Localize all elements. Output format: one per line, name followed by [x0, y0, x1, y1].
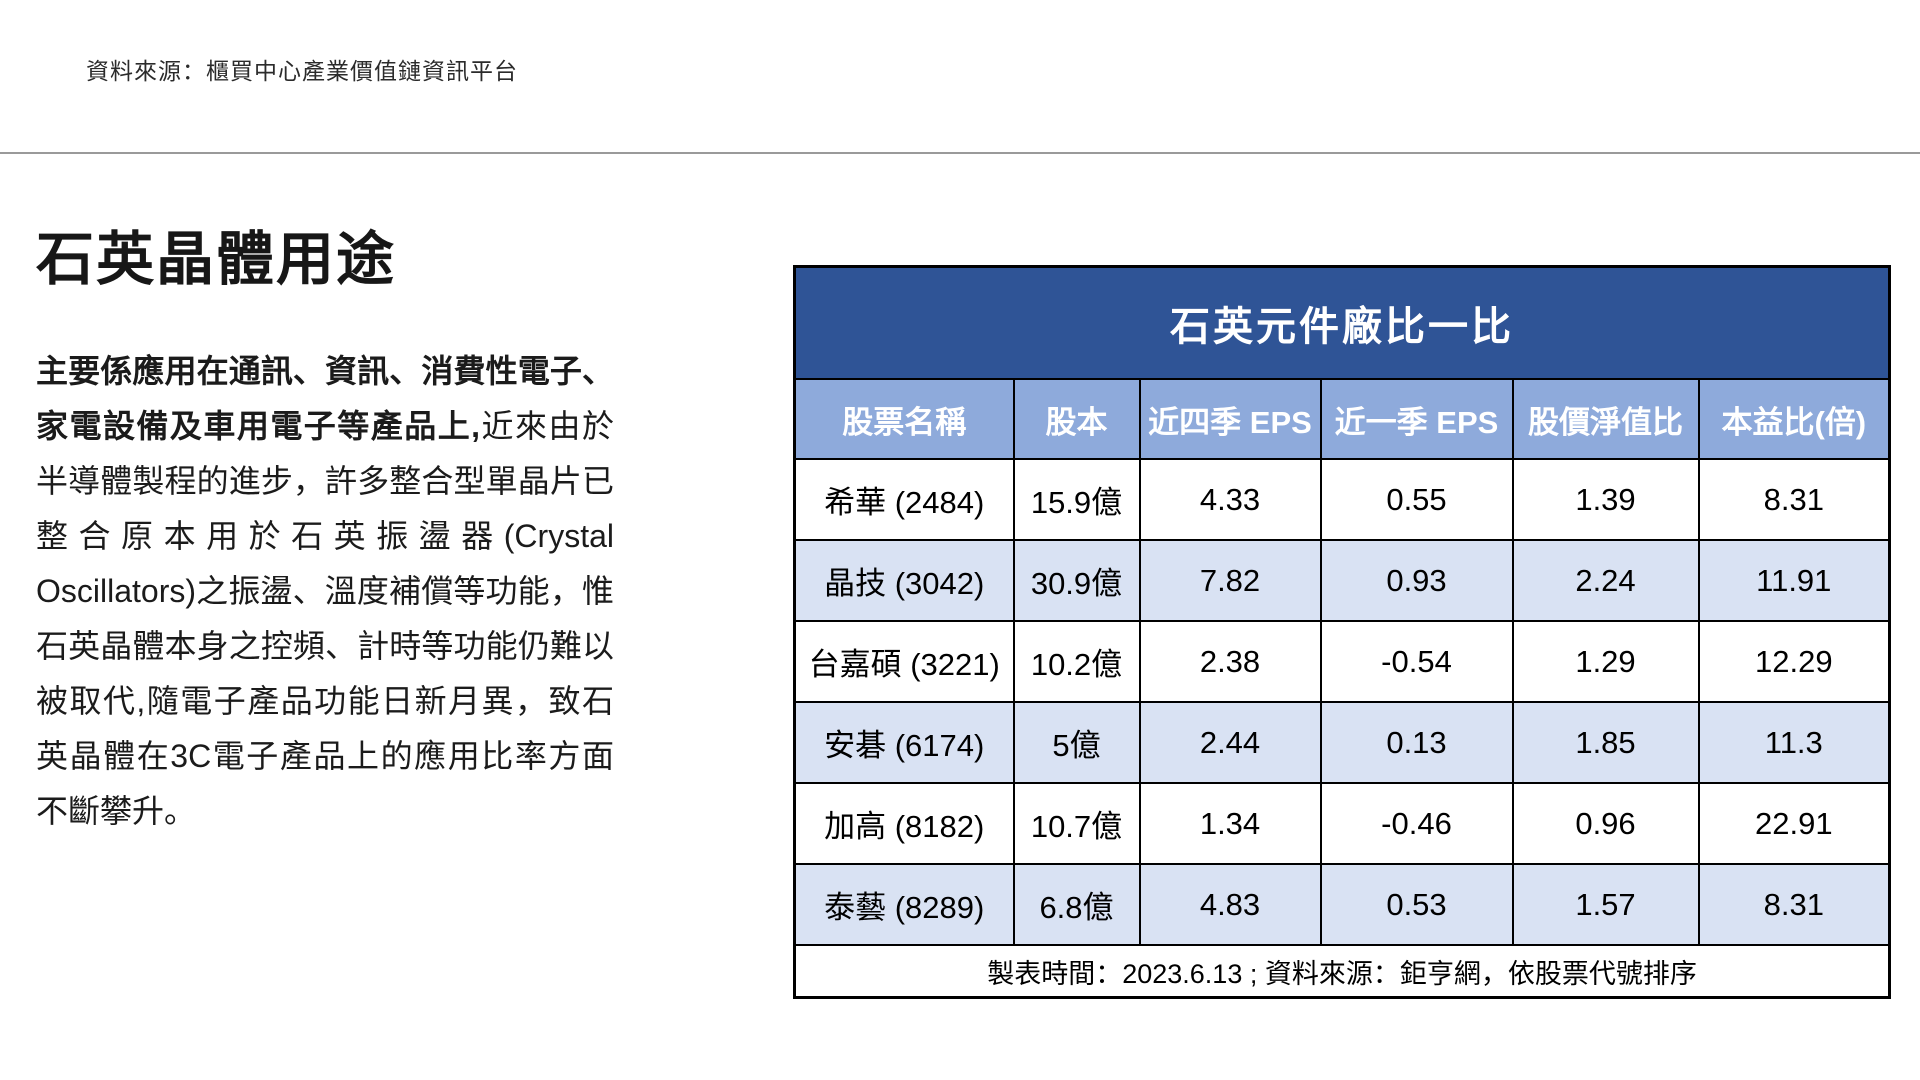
- table-cell-pe-ratio: 8.31: [1697, 863, 1891, 946]
- table-cell-pb-ratio: 1.29: [1511, 620, 1700, 703]
- table-cell-stock-name: 台嘉碩 (3221): [793, 620, 1015, 703]
- table-cell-pb-ratio: 1.85: [1511, 701, 1700, 784]
- table-row: 安碁 (6174) 5億 2.44 0.13 1.85 11.3: [793, 701, 1891, 784]
- table-row: 希華 (2484) 15.9億 4.33 0.55 1.39 8.31: [793, 458, 1891, 541]
- table-cell-pe-ratio: 22.91: [1697, 782, 1891, 865]
- article-paragraph-body: 近來由於半導體製程的進步，許多整合型單晶片已整合原本用於石英振盪器(Crysta…: [36, 408, 614, 829]
- table-cell-eps-1q: 0.55: [1319, 458, 1514, 541]
- column-header-pb-ratio: 股價淨值比: [1511, 378, 1700, 460]
- column-header-pe-ratio: 本益比(倍): [1697, 378, 1891, 460]
- table-cell-capital: 15.9億: [1012, 458, 1141, 541]
- table-cell-eps-4q: 2.38: [1138, 620, 1322, 703]
- table-cell-pb-ratio: 2.24: [1511, 539, 1700, 622]
- table-cell-eps-1q: 0.13: [1319, 701, 1514, 784]
- table-footnote: 製表時間：2023.6.13 ; 資料來源：鉅亨網，依股票代號排序: [793, 944, 1891, 999]
- table-cell-capital: 5億: [1012, 701, 1141, 784]
- table-cell-pb-ratio: 0.96: [1511, 782, 1700, 865]
- table-header-row: 股票名稱 股本 近四季 EPS 近一季 EPS 股價淨值比 本益比(倍): [793, 378, 1891, 460]
- column-header-stock-name: 股票名稱: [793, 378, 1015, 460]
- comparison-table: 石英元件廠比一比 股票名稱 股本 近四季 EPS 近一季 EPS 股價淨值比 本…: [793, 265, 1892, 999]
- table-cell-stock-name: 泰藝 (8289): [793, 863, 1015, 946]
- column-header-eps-4q: 近四季 EPS: [1138, 378, 1322, 460]
- table-cell-capital: 10.2億: [1012, 620, 1141, 703]
- table-cell-stock-name: 加高 (8182): [793, 782, 1015, 865]
- column-header-eps-1q: 近一季 EPS: [1319, 378, 1514, 460]
- article-paragraph-lead: 主要係應用在通訊、資訊、消費性電子、家電設備及車用電子等產品上,: [36, 353, 614, 444]
- table-cell-pb-ratio: 1.39: [1511, 458, 1700, 541]
- table-title: 石英元件廠比一比: [793, 265, 1891, 380]
- table-cell-pe-ratio: 11.91: [1697, 539, 1891, 622]
- table-cell-pe-ratio: 8.31: [1697, 458, 1891, 541]
- table-cell-eps-4q: 2.44: [1138, 701, 1322, 784]
- table-cell-eps-4q: 4.33: [1138, 458, 1322, 541]
- table-row: 泰藝 (8289) 6.8億 4.83 0.53 1.57 8.31: [793, 863, 1891, 946]
- table-cell-eps-1q: 0.53: [1319, 863, 1514, 946]
- table-cell-capital: 6.8億: [1012, 863, 1141, 946]
- table-cell-pb-ratio: 1.57: [1511, 863, 1700, 946]
- table-cell-eps-1q: -0.54: [1319, 620, 1514, 703]
- table-cell-eps-1q: 0.93: [1319, 539, 1514, 622]
- table-cell-eps-4q: 4.83: [1138, 863, 1322, 946]
- table-row: 加高 (8182) 10.7億 1.34 -0.46 0.96 22.91: [793, 782, 1891, 865]
- table-cell-capital: 10.7億: [1012, 782, 1141, 865]
- top-divider: [0, 152, 1920, 154]
- table-row: 台嘉碩 (3221) 10.2億 2.38 -0.54 1.29 12.29: [793, 620, 1891, 703]
- table-cell-stock-name: 晶技 (3042): [793, 539, 1015, 622]
- table-cell-pe-ratio: 12.29: [1697, 620, 1891, 703]
- article-title: 石英晶體用途: [36, 227, 397, 292]
- table-row: 晶技 (3042) 30.9億 7.82 0.93 2.24 11.91: [793, 539, 1891, 622]
- table-cell-stock-name: 安碁 (6174): [793, 701, 1015, 784]
- table-cell-eps-4q: 7.82: [1138, 539, 1322, 622]
- table-cell-eps-1q: -0.46: [1319, 782, 1514, 865]
- article-paragraph: 主要係應用在通訊、資訊、消費性電子、家電設備及車用電子等產品上,近來由於半導體製…: [36, 344, 614, 839]
- column-header-capital: 股本: [1012, 378, 1141, 460]
- article: 石英晶體用途 主要係應用在通訊、資訊、消費性電子、家電設備及車用電子等產品上,近…: [36, 212, 614, 839]
- table-cell-eps-4q: 1.34: [1138, 782, 1322, 865]
- table-cell-capital: 30.9億: [1012, 539, 1141, 622]
- source-note: 資料來源：櫃買中心產業價值鏈資訊平台: [86, 58, 518, 84]
- table-cell-stock-name: 希華 (2484): [793, 458, 1015, 541]
- table-cell-pe-ratio: 11.3: [1697, 701, 1891, 784]
